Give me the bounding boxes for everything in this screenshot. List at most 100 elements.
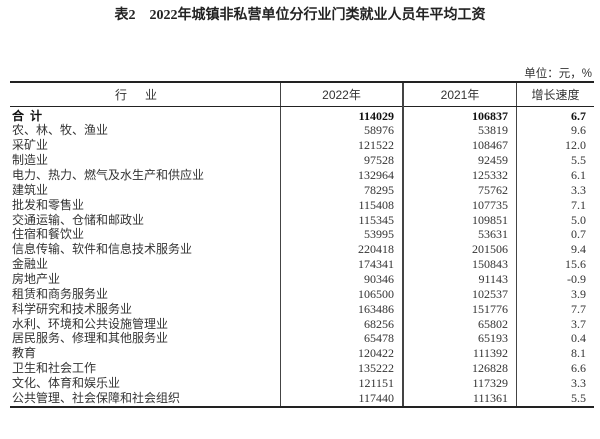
wage-2021-cell: 126828 [402,361,517,376]
wage-2021-cell: 108467 [402,138,517,154]
table-row: 居民服务、修理和其他服务业 65478 65193 0.4 [10,331,594,347]
wage-table: 行业 2022年 2021年 增长速度 合计 114029 106837 6.7 农、林… [10,81,594,408]
wage-2022-cell: 53995 [280,227,403,243]
wage-2022-cell: 135222 [280,361,403,376]
industry-cell: 合计 [12,108,49,123]
wage-2021-cell: 151776 [402,301,517,317]
wage-2022-cell: 163486 [280,301,403,317]
wage-2022-cell: 97528 [280,153,403,168]
growth-cell: 7.7 [516,301,594,317]
wage-2022-cell: 58976 [280,123,403,139]
wage-2022-cell: 68256 [280,316,403,332]
growth-cell: 3.3 [516,182,594,198]
table-row: 交通运输、仓储和邮政业 115345 109851 5.0 [10,212,594,228]
growth-cell: 3.3 [516,375,594,391]
growth-cell: 5.0 [516,212,594,228]
header-row: 行业 2022年 2021年 增长速度 [10,81,594,107]
wage-2022-cell: 120422 [280,346,403,362]
industry-cell: 电力、热力、燃气及水生产和供应业 [12,167,205,182]
industry-cell: 采矿业 [12,138,49,153]
growth-cell: 15.6 [516,257,594,272]
growth-cell: 9.6 [516,123,594,139]
industry-cell: 信息传输、软件和信息技术服务业 [12,242,193,257]
industry-cell: 租赁和商务服务业 [12,286,109,301]
wage-2022-cell: 220418 [280,242,403,258]
growth-cell: 6.7 [516,106,594,124]
growth-cell: 12.0 [516,138,594,154]
wage-2021-cell: 106837 [402,106,517,124]
table-row: 租赁和商务服务业 106500 102537 3.9 [10,286,594,302]
industry-cell: 科学研究和技术服务业 [12,301,133,316]
total-row: 合计 114029 106837 6.7 [10,106,594,124]
wage-2021-cell: 109851 [402,212,517,228]
industry-cell: 水利、环境和公共设施管理业 [12,316,169,331]
wage-2022-cell: 115408 [280,197,403,213]
industry-cell: 卫生和社会工作 [12,361,97,376]
wage-2021-cell: 91143 [402,271,517,287]
growth-cell: 9.4 [516,242,594,258]
growth-cell: 8.1 [516,346,594,362]
table-row: 公共管理、社会保障和社会组织 117440 111361 5.5 [10,390,594,408]
wage-2022-cell: 78295 [280,182,403,198]
table-row: 批发和零售业 115408 107735 7.1 [10,197,594,213]
table-row: 水利、环境和公共设施管理业 68256 65802 3.7 [10,316,594,332]
table-row: 住宿和餐饮业 53995 53631 0.7 [10,227,594,243]
wage-2021-cell: 117329 [402,375,517,391]
wage-2022-cell: 121522 [280,138,403,154]
wage-2021-cell: 92459 [402,153,517,168]
industry-cell: 制造业 [12,153,49,168]
table-row: 教育 120422 111392 8.1 [10,346,594,362]
table-row: 科学研究和技术服务业 163486 151776 7.7 [10,301,594,317]
wage-2022-cell: 115345 [280,212,403,228]
industry-cell: 文化、体育和娱乐业 [12,375,121,390]
unit-label: 单位：元，% [524,68,592,80]
industry-cell: 金融业 [12,257,49,272]
table-row: 文化、体育和娱乐业 121151 117329 3.3 [10,375,594,391]
header-2021: 2021年 [402,81,517,107]
wage-2022-cell: 121151 [280,375,403,391]
wage-2021-cell: 150843 [402,257,517,272]
industry-cell: 交通运输、仓储和邮政业 [12,212,145,227]
header-industry: 行业 [10,81,281,107]
growth-cell: -0.9 [516,271,594,287]
wage-2022-cell: 106500 [280,286,403,302]
wage-2022-cell: 65478 [280,331,403,347]
table-row: 农、林、牧、渔业 58976 53819 9.6 [10,123,594,139]
wage-2021-cell: 65193 [402,331,517,347]
table-row: 电力、热力、燃气及水生产和供应业 132964 125332 6.1 [10,167,594,183]
wage-2021-cell: 65802 [402,316,517,332]
growth-cell: 0.7 [516,227,594,243]
table-row: 信息传输、软件和信息技术服务业 220418 201506 9.4 [10,242,594,258]
growth-cell: 6.1 [516,167,594,183]
wage-2021-cell: 201506 [402,242,517,258]
table-row: 卫生和社会工作 135222 126828 6.6 [10,361,594,376]
industry-cell: 公共管理、社会保障和社会组织 [10,390,281,408]
industry-cell: 建筑业 [12,182,49,197]
growth-cell: 5.5 [516,153,594,168]
industry-cell: 住宿和餐饮业 [12,227,85,242]
wage-2021-cell: 111361 [402,390,517,408]
wage-2021-cell: 53631 [402,227,517,243]
table-row: 制造业 97528 92459 5.5 [10,153,594,168]
wage-2021-cell: 107735 [402,197,517,213]
table-row: 建筑业 78295 75762 3.3 [10,182,594,198]
industry-cell: 房地产业 [12,271,61,286]
wage-2022-cell: 90346 [280,271,403,287]
growth-cell: 6.6 [516,361,594,376]
wage-2022-cell: 114029 [280,106,403,124]
growth-cell: 0.4 [516,331,594,347]
table-row: 采矿业 121522 108467 12.0 [10,138,594,154]
table-row: 金融业 174341 150843 15.6 [10,257,594,272]
wage-2021-cell: 125332 [402,167,517,183]
industry-cell: 农、林、牧、渔业 [12,123,109,138]
growth-cell: 7.1 [516,197,594,213]
industry-cell: 批发和零售业 [12,197,85,212]
growth-cell: 5.5 [516,390,594,408]
wage-2021-cell: 111392 [402,346,517,362]
industry-cell: 教育 [12,346,37,361]
wage-2022-cell: 174341 [280,257,403,272]
wage-2021-cell: 75762 [402,182,517,198]
industry-cell: 居民服务、修理和其他服务业 [12,331,169,346]
wage-2021-cell: 102537 [402,286,517,302]
growth-cell: 3.7 [516,316,594,332]
